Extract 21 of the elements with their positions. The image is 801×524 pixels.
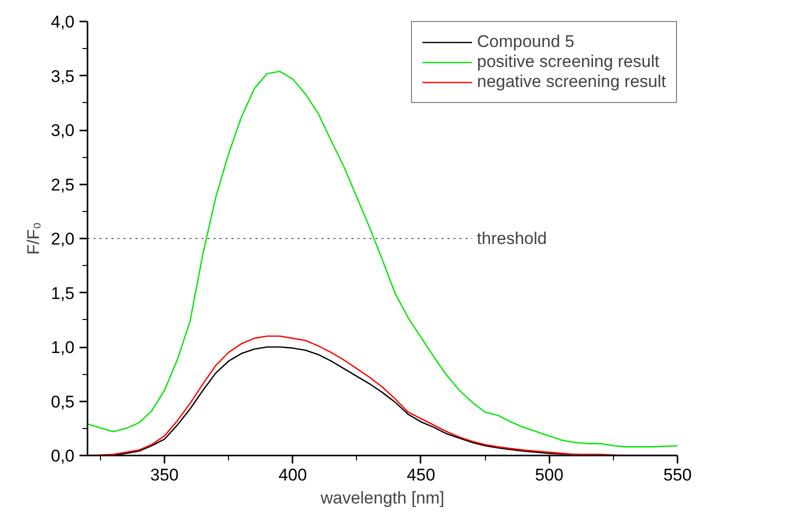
line-series <box>88 70 678 448</box>
y-tick-label: 2,0 <box>50 230 75 248</box>
y-axis-title: F/F₀ <box>24 222 43 255</box>
y-tick-label: 1,0 <box>50 338 75 357</box>
ref-line-label: threshold <box>476 229 547 248</box>
x-tick-label: 500 <box>535 466 564 484</box>
y-tick-label: 2,5 <box>50 175 75 194</box>
x-tick-label: 450 <box>406 466 436 484</box>
legend-label: Compound 5 <box>476 32 574 52</box>
y-tick-label: 0,0 <box>50 446 75 466</box>
x-tick-label: 350 <box>150 466 179 484</box>
y-tick-label: 1,5 <box>50 284 75 303</box>
y-tick-label: 4,0 <box>50 12 75 32</box>
legend-label: negative screening result <box>476 72 666 92</box>
y-tick-label: 0,5 <box>50 392 75 412</box>
x-tick-label: 400 <box>278 466 307 484</box>
x-axis-title: wavelength [nm] <box>320 488 444 508</box>
y-tick-label: 3,5 <box>50 66 75 86</box>
legend-label: positive screening result <box>476 52 660 72</box>
y-tick-label: 3,0 <box>50 121 75 140</box>
x-tick-label: 550 <box>663 466 692 484</box>
